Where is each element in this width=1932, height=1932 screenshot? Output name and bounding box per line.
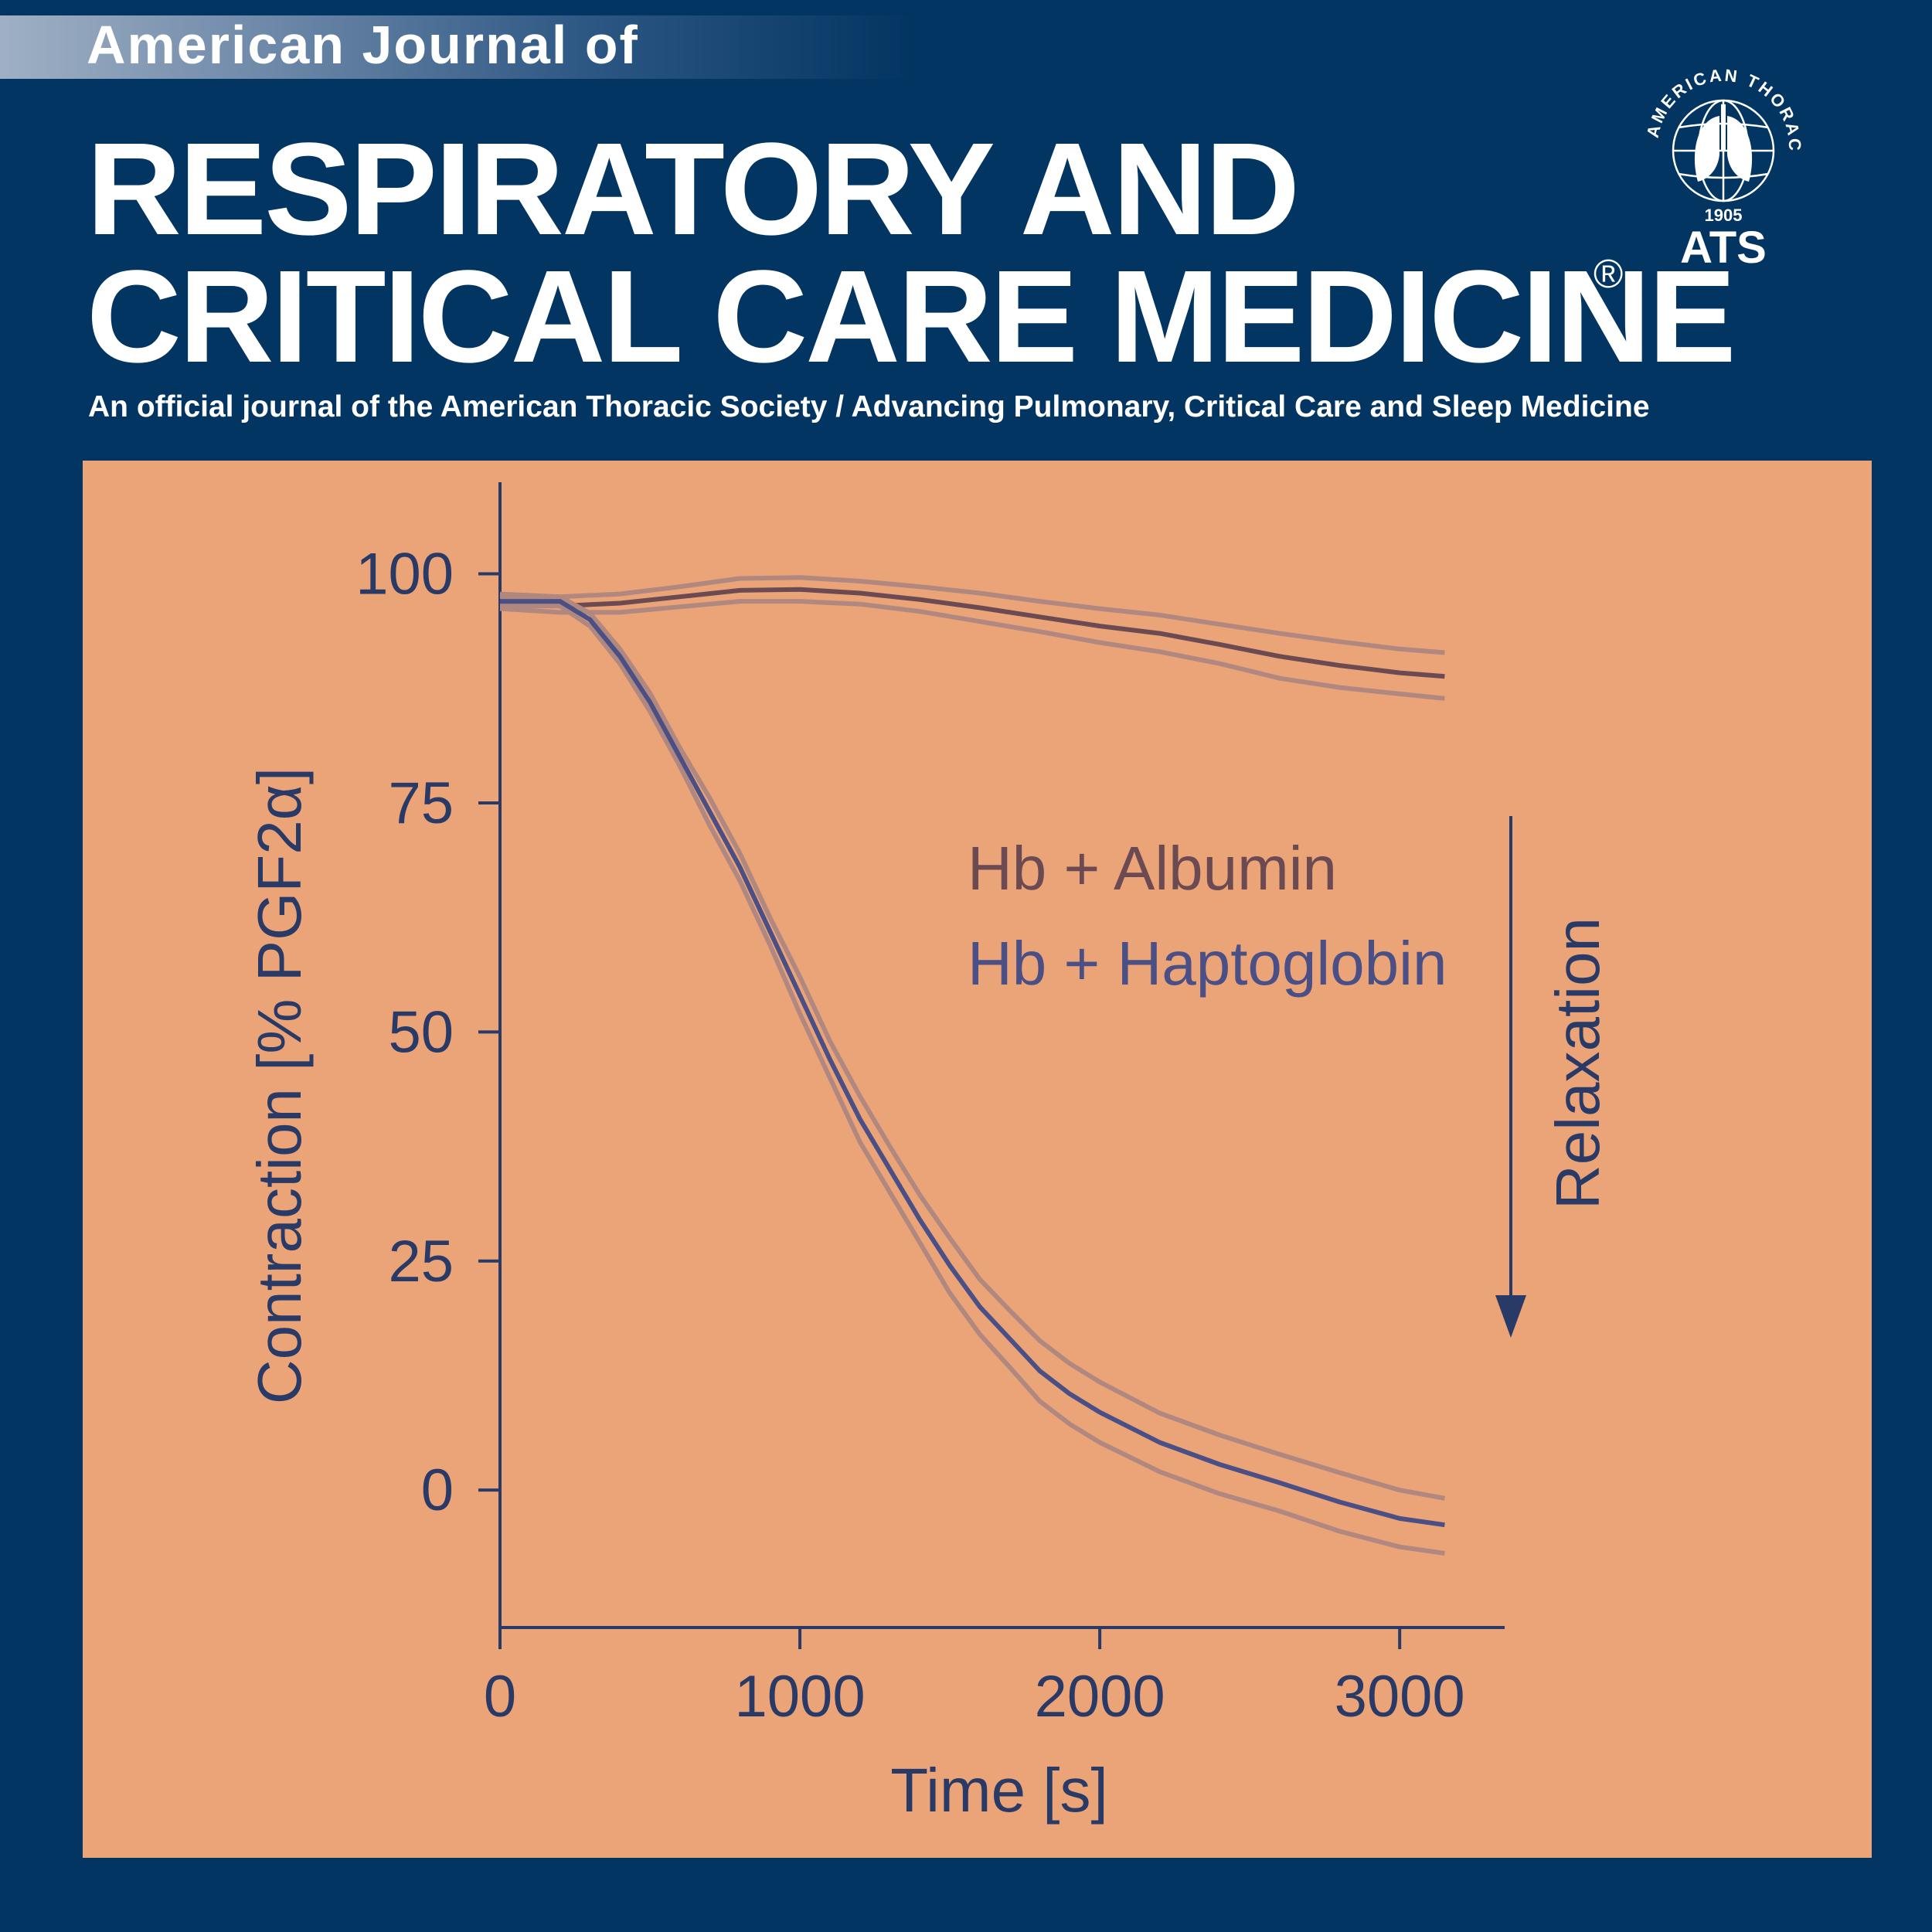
series-albumin	[499, 575, 1445, 701]
logo-abbrev: ATS	[1680, 223, 1767, 273]
y-axis-label: Contraction [% PGF2α]	[245, 767, 314, 1404]
y-tick-label: 0	[421, 1458, 454, 1523]
arrow-down-icon	[1495, 1295, 1526, 1338]
series-mean-line	[499, 587, 1445, 679]
y-tick-label: 25	[388, 1229, 454, 1294]
x-axis-label: Time [s]	[890, 1756, 1107, 1825]
series-layer	[499, 575, 1445, 1556]
series-lower-bound-line	[500, 604, 1445, 1556]
line-chart: 0 25 50 75 100 Contraction [% PGF2α] 0 1000 200…	[245, 482, 1612, 1825]
kicker-band	[0, 15, 912, 79]
series-mean-line	[500, 599, 1445, 1528]
journal-kicker: American Journal of	[87, 15, 639, 75]
series-lower-bound-line	[499, 599, 1445, 701]
legend-entry: Hb + Haptoglobin	[968, 929, 1447, 998]
x-axis: 0 1000 2000 3000 Time [s]	[484, 1626, 1505, 1825]
lungs-icon	[1694, 104, 1753, 182]
registered-mark: ®	[1594, 252, 1624, 297]
series-upper-bound-line	[499, 575, 1445, 655]
y-tick-label: 75	[388, 770, 454, 836]
ats-logo: AMERICAN THORACIC SOCIETY 1905 ATS	[1611, 46, 1802, 273]
legend-entry: Hb + Albumin	[968, 834, 1337, 903]
x-tick-label: 3000	[1335, 1664, 1465, 1730]
journal-subtitle: An official journal of the American Thor…	[88, 390, 1650, 423]
x-tick-label: 2000	[1035, 1664, 1165, 1730]
series-haptoglobin	[500, 594, 1445, 1556]
relaxation-label: Relaxation	[1543, 917, 1612, 1209]
journal-title-line2: CRITICAL CARE MEDICINE	[87, 243, 1736, 390]
x-tick-label: 1000	[735, 1664, 866, 1730]
chart-panel: 0 25 50 75 100 Contraction [% PGF2α] 0 1000 200…	[83, 461, 1872, 1858]
journal-title-line1: RESPIRATORY AND	[87, 116, 1300, 263]
y-tick-label: 100	[355, 542, 454, 607]
y-tick-label: 50	[388, 999, 454, 1065]
x-tick-label: 0	[484, 1664, 516, 1730]
logo-year: 1905	[1705, 206, 1743, 225]
annotation-layer: Hb + Albumin Hb + Haptoglobin Relaxation	[968, 816, 1612, 1338]
series-upper-bound-line	[500, 594, 1445, 1501]
y-axis: 0 25 50 75 100 Contraction [% PGF2α]	[245, 482, 502, 1628]
